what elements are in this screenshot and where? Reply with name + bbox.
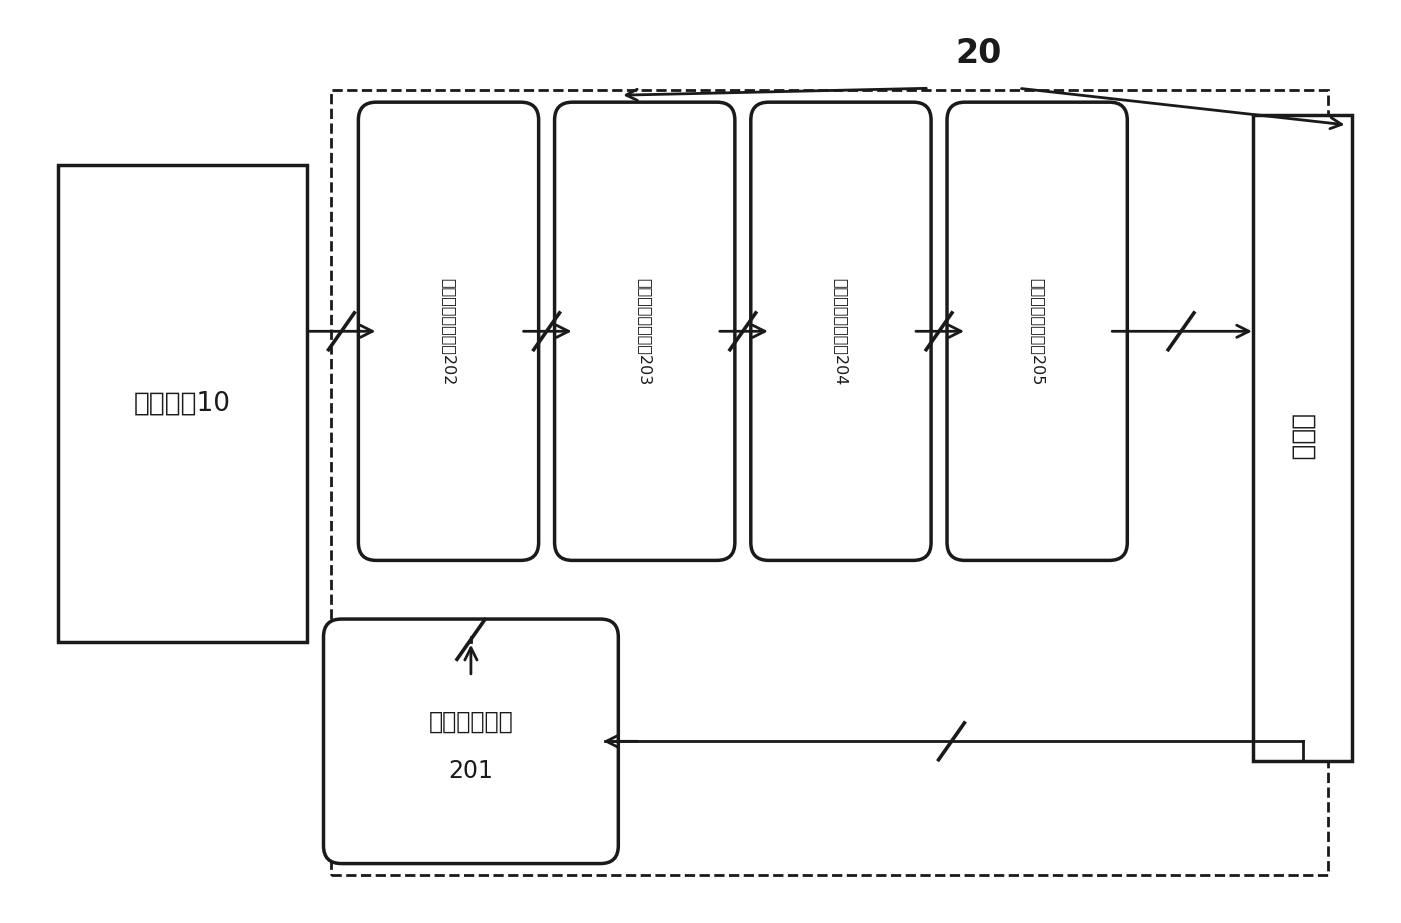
Text: 差分电荷放大模块202: 差分电荷放大模块202 (441, 278, 455, 385)
Text: 接收通道确定模块203: 接收通道确定模块203 (637, 278, 653, 385)
Text: 201: 201 (448, 759, 493, 783)
Text: 处理器: 处理器 (1289, 414, 1316, 462)
Text: 触控区域采集模块205: 触控区域采集模块205 (1030, 278, 1045, 385)
FancyBboxPatch shape (57, 165, 307, 641)
Text: 发射通道确实模块204: 发射通道确实模块204 (834, 278, 849, 385)
FancyBboxPatch shape (947, 102, 1128, 560)
Text: 发射通道模块: 发射通道模块 (429, 710, 513, 734)
Text: 触控面板10: 触控面板10 (133, 390, 231, 416)
FancyBboxPatch shape (359, 102, 538, 560)
FancyBboxPatch shape (324, 619, 618, 864)
FancyBboxPatch shape (1252, 115, 1352, 761)
FancyBboxPatch shape (555, 102, 736, 560)
Text: 20: 20 (955, 37, 1002, 70)
FancyBboxPatch shape (751, 102, 932, 560)
